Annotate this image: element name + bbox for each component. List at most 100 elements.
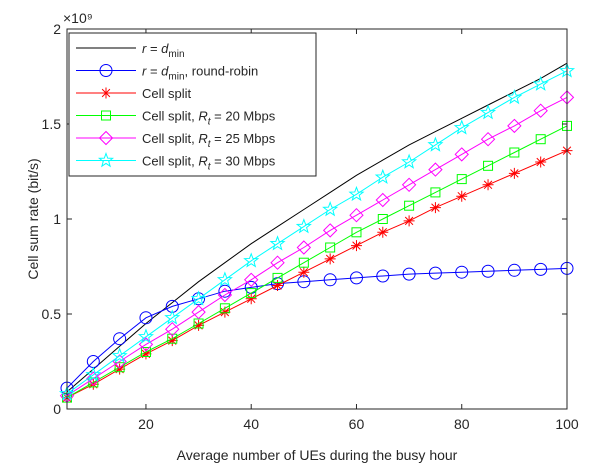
series-3-point xyxy=(404,200,415,211)
legend-label: r = dmin xyxy=(142,41,185,60)
series-4-point xyxy=(322,223,338,238)
legend-item: r = dmin xyxy=(76,41,185,60)
series-5-point-shape xyxy=(453,119,470,135)
series-5-point-shape xyxy=(190,290,207,306)
series-5-point xyxy=(295,218,312,234)
legend-label: Cell split, Rt = 30 Mbps xyxy=(142,154,276,173)
series-5-point-shape xyxy=(111,347,128,363)
series-1-point-shape xyxy=(139,311,153,325)
series-3-point xyxy=(456,174,467,185)
series-3-point xyxy=(509,147,520,158)
series-2-point-shape xyxy=(482,179,494,191)
series-5-point-shape xyxy=(243,252,260,268)
x-axis-title: Average number of UEs during the busy ho… xyxy=(177,447,458,463)
series-1-point-shape xyxy=(402,267,416,281)
series-1-point xyxy=(113,332,127,346)
series-1-point-shape xyxy=(534,262,548,276)
series-2-point xyxy=(403,215,415,227)
y-axis-title: Cell sum rate (bit/s) xyxy=(25,158,41,279)
x-axis: 20 40 60 80 100 xyxy=(138,29,579,432)
legend-label: Cell split xyxy=(142,86,192,101)
series-1-point xyxy=(349,271,363,285)
legend-marker xyxy=(101,110,111,121)
y-axis: 0 0.5 1 1.5 2 xyxy=(42,21,567,417)
series-1-point xyxy=(376,269,390,283)
series-4-point xyxy=(401,177,417,193)
series-1-point-shape xyxy=(323,273,337,287)
y-tick-label: 0.5 xyxy=(42,306,62,322)
series-1-point xyxy=(428,266,442,280)
series-4-point-shape xyxy=(217,287,233,303)
series-5-point-shape xyxy=(85,366,102,382)
series-2-point xyxy=(245,293,257,305)
legend-box xyxy=(68,32,317,177)
series-4-point xyxy=(191,304,206,320)
series-5-point-shape xyxy=(164,309,181,325)
legend-marker xyxy=(98,130,114,146)
series-3-point-shape xyxy=(246,288,257,299)
series-1-point-shape xyxy=(428,266,442,280)
series-2-point-shape xyxy=(193,319,205,331)
series-3-point xyxy=(114,362,125,373)
series-4-point-shape xyxy=(191,304,206,320)
series-1-point-shape xyxy=(481,264,495,278)
series-1-point xyxy=(165,299,179,313)
series-5-point-shape xyxy=(137,328,154,344)
legend-label: Cell split, Rt = 20 Mbps xyxy=(142,109,276,128)
series-4-point xyxy=(454,147,469,162)
series-2-point-shape xyxy=(429,202,441,214)
series-2-point xyxy=(350,240,362,252)
series-1-point xyxy=(139,311,153,325)
series-3-point xyxy=(272,272,283,283)
series-5-point-shape xyxy=(401,153,418,169)
series-2-point-shape xyxy=(166,335,178,347)
series-1-point xyxy=(534,262,548,276)
series-2-point-shape xyxy=(219,306,231,318)
series-1-point-shape xyxy=(376,269,390,283)
series-3-point-shape xyxy=(272,272,283,283)
series-4-point-shape xyxy=(454,147,469,162)
legend-item: Cell split, Rt = 30 Mbps xyxy=(76,152,276,173)
legend: r = dmin r = dmin, round-robin Cell split C… xyxy=(68,32,317,177)
series-3-point-shape xyxy=(298,257,309,268)
series-2-point xyxy=(166,335,178,347)
legend-marker-shape xyxy=(98,130,114,146)
series-4-point-shape xyxy=(480,131,496,147)
legend-item: Cell split, Rt = 25 Mbps xyxy=(76,130,276,150)
series-4-point-shape xyxy=(165,321,180,337)
plot-series-group xyxy=(58,62,576,404)
series-2-point-shape xyxy=(535,156,547,168)
series-4-point xyxy=(375,192,390,208)
series-2-point-shape xyxy=(272,280,284,291)
series-2-point-shape xyxy=(245,293,257,305)
series-5-point-shape xyxy=(216,271,233,287)
series-3-point-shape xyxy=(114,362,125,373)
series-3-point xyxy=(325,242,336,253)
series-2-point-shape xyxy=(377,226,389,238)
series-2-point-shape xyxy=(403,215,415,227)
series-5-line xyxy=(66,70,568,395)
series-4-point-shape xyxy=(375,192,390,208)
x-tick-label: 20 xyxy=(138,416,154,432)
series-2-point xyxy=(377,226,389,238)
series-3-point xyxy=(483,160,494,171)
series-4-point-shape xyxy=(296,240,312,255)
series-3-point-shape xyxy=(377,214,388,224)
series-1-point xyxy=(323,273,337,287)
series-4-point xyxy=(296,240,312,255)
series-3-point-shape xyxy=(167,333,178,344)
series-1-point xyxy=(402,267,416,281)
x-tick-label: 100 xyxy=(555,416,579,432)
series-5-point-shape xyxy=(348,185,365,202)
y-tick-label: 1 xyxy=(53,211,61,227)
series-5-point xyxy=(216,271,233,287)
series-5-point-shape xyxy=(532,75,549,91)
series-5-point xyxy=(85,366,102,382)
series-4-point-shape xyxy=(86,371,101,386)
legend-marker-shape xyxy=(100,87,112,99)
series-5-point xyxy=(401,153,418,169)
series-3-point-shape xyxy=(404,200,415,211)
series-4-point xyxy=(270,255,285,270)
series-1-point xyxy=(507,263,521,277)
